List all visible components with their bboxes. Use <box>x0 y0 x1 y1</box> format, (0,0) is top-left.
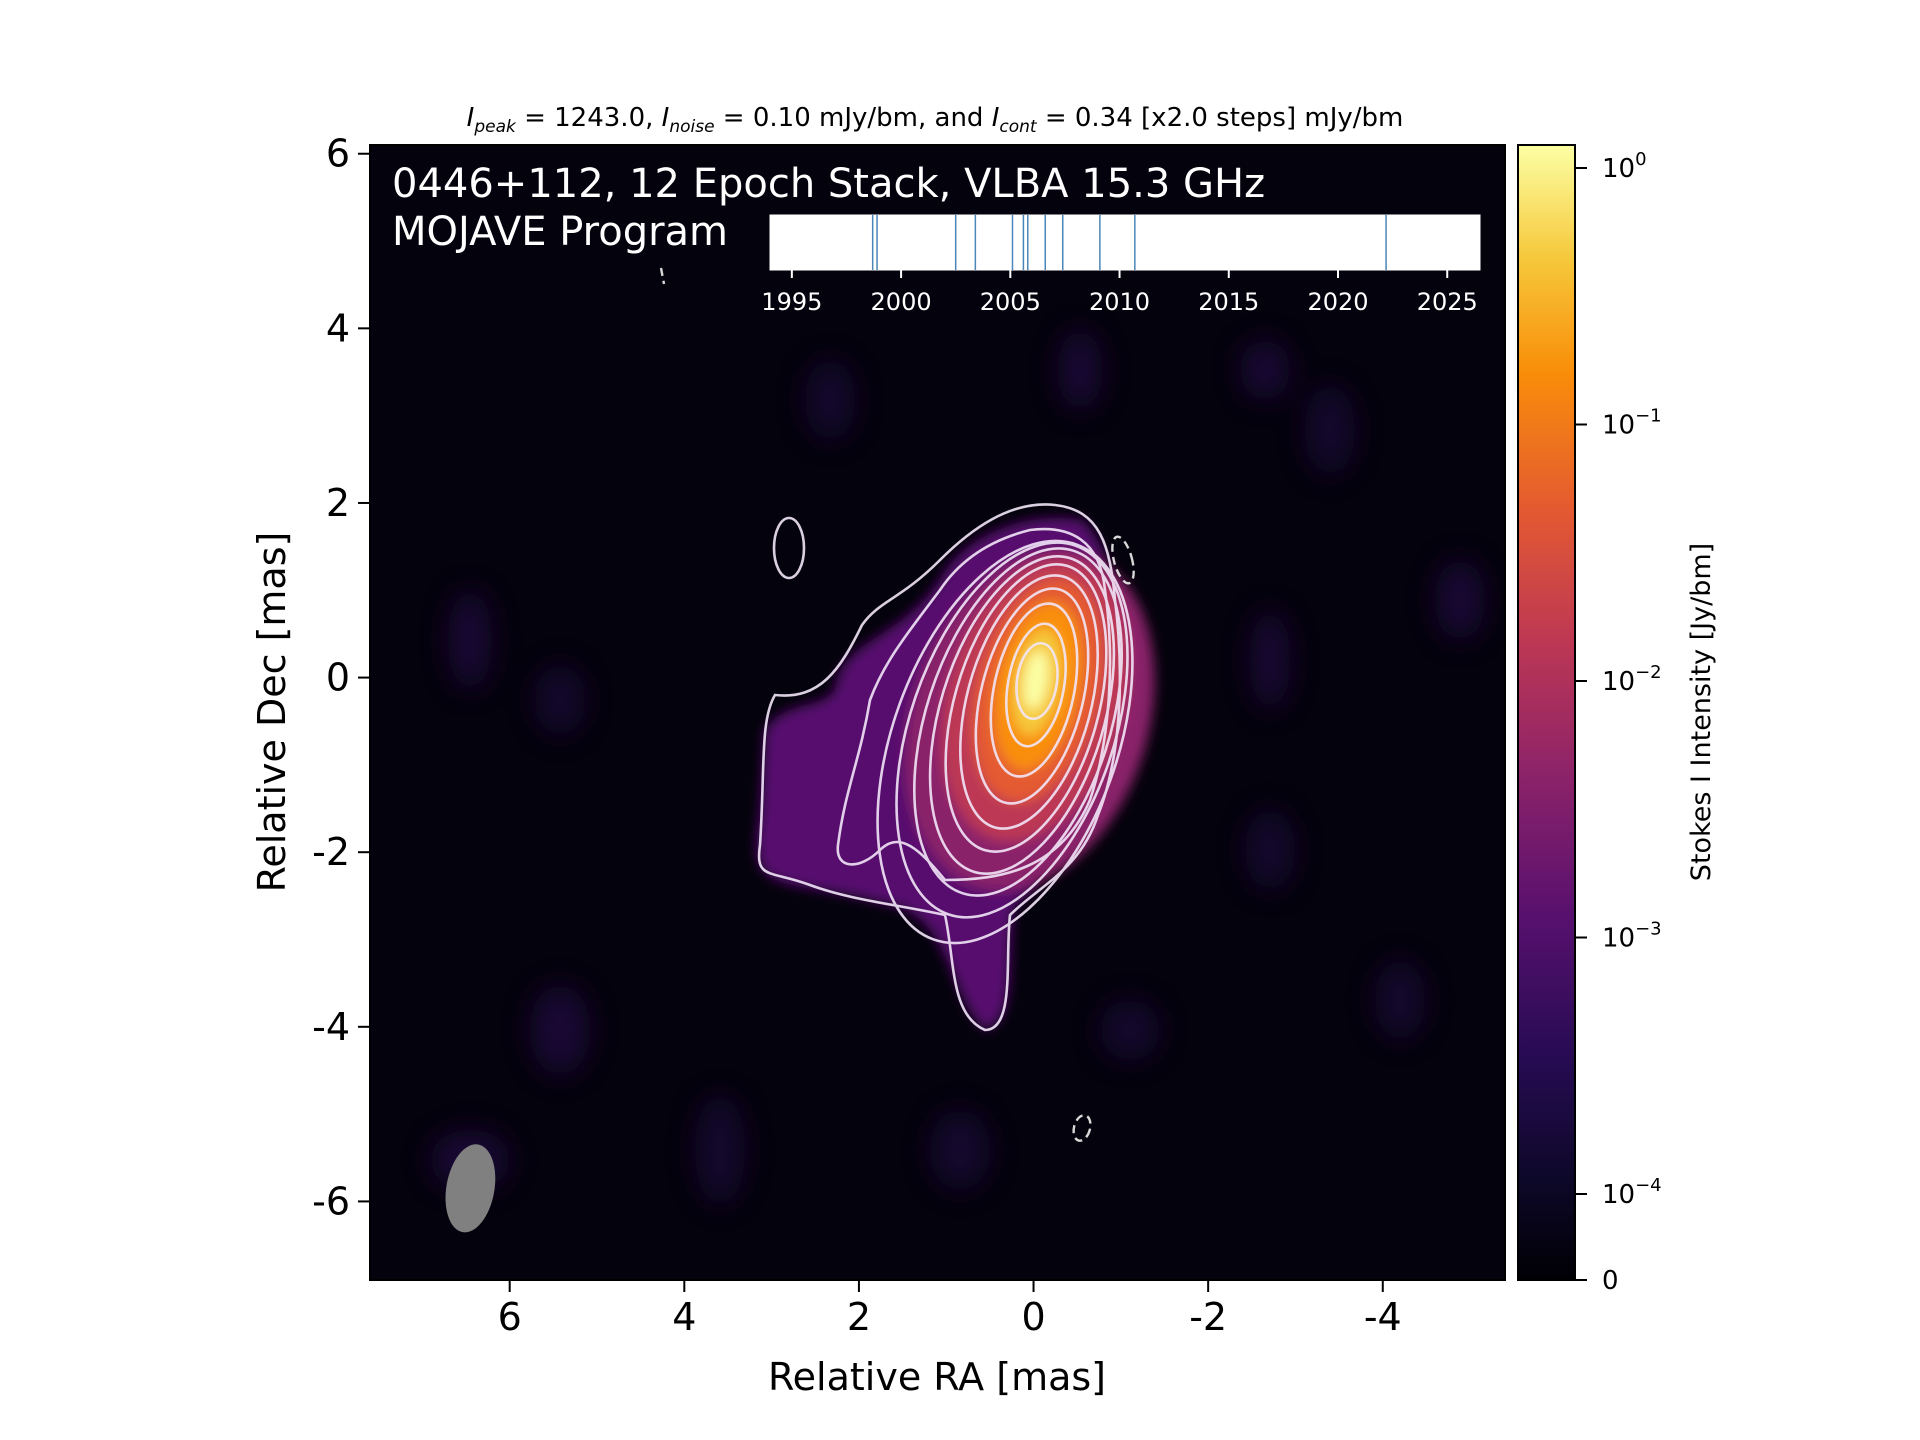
epoch-lines <box>871 215 1387 270</box>
contour-level-5 <box>913 547 1123 897</box>
y-tick-label: 6 <box>326 132 350 176</box>
contour-level-8 <box>959 574 1099 830</box>
contour-island <box>772 516 806 580</box>
contour-level-3 <box>876 539 1134 945</box>
colorbar-label: Stokes I Intensity [Jy/bm] <box>1686 543 1717 881</box>
intensity-contours <box>757 503 1134 1032</box>
epoch-timeline-frame <box>769 214 1481 271</box>
colorbar-zero-label: 0 <box>1602 1266 1619 1296</box>
epoch-tick-label: 2010 <box>1089 288 1150 316</box>
y-tick-label: 2 <box>326 481 350 525</box>
epoch-timeline: 1995 2000 2005 2010 2015 2020 2025 <box>761 214 1481 316</box>
x-tick-label: 4 <box>672 1295 696 1339</box>
colorbar-tick-label: 100 <box>1602 149 1647 184</box>
colorbar-gradient <box>1517 144 1576 1281</box>
source-label: 0446+112, 12 Epoch Stack, VLBA 15.3 GHz <box>392 161 1265 207</box>
y-axis-label: Relative Dec [mas] <box>250 532 294 893</box>
x-tick-label: 2 <box>847 1295 871 1339</box>
beam-ellipse <box>445 1144 496 1233</box>
chart-title: Ipeak = 1243.0, Inoise = 0.10 mJy/bm, an… <box>467 103 1404 137</box>
negative-contours <box>659 267 1135 1142</box>
y-tick-label: 4 <box>326 306 350 350</box>
y-tick-label: -6 <box>312 1179 350 1223</box>
image-plot: 0446+112, 12 Epoch Stack, VLBA 15.3 GHz … <box>250 132 1506 1399</box>
x-tick-label: 6 <box>498 1295 522 1339</box>
colorbar-tick-label: 10−1 <box>1602 406 1662 441</box>
contour-level-7 <box>944 563 1108 853</box>
contour-level-12 <box>1015 641 1059 721</box>
contour-level-6 <box>928 555 1116 875</box>
epoch-tick-label: 2000 <box>871 288 932 316</box>
epoch-ticks: 1995 2000 2005 2010 2015 2020 2025 <box>761 270 1478 316</box>
x-tick-label: -2 <box>1189 1295 1227 1339</box>
contour-lowest <box>757 503 1122 1032</box>
x-tick-label: -4 <box>1364 1295 1402 1339</box>
colorbar-tick-label: 10−3 <box>1602 919 1662 954</box>
program-label: MOJAVE Program <box>392 209 728 255</box>
plot-frame <box>369 144 1506 1281</box>
contour-level-11 <box>1005 622 1067 748</box>
contour-level-10 <box>989 602 1079 778</box>
y-axis-ticks: 6 4 2 0 -2 -4 -6 <box>312 132 370 1223</box>
colorbar: 100 10−1 10−2 10−3 10−4 0 Stokes I Intensity… <box>1517 144 1717 1296</box>
epoch-tick-label: 2025 <box>1417 288 1478 316</box>
epoch-tick-label: 2020 <box>1307 288 1368 316</box>
y-tick-label: -4 <box>312 1005 350 1049</box>
y-tick-label: 0 <box>326 656 350 700</box>
y-tick-label: -2 <box>312 830 350 874</box>
noise-emission <box>430 330 1485 1205</box>
contour-level-9 <box>974 587 1090 805</box>
contour-level-2 <box>836 527 1112 882</box>
x-axis-label: Relative RA [mas] <box>768 1355 1106 1399</box>
x-tick-label: 0 <box>1021 1295 1045 1339</box>
colorbar-tick-label: 10−4 <box>1602 1175 1662 1210</box>
epoch-tick-label: 2015 <box>1198 288 1259 316</box>
x-axis-ticks: 6 4 2 0 -2 -4 <box>498 1280 1402 1339</box>
contour-level-4 <box>895 541 1129 919</box>
colorbar-ticks: 100 10−1 10−2 10−3 10−4 <box>1575 149 1662 1210</box>
colorbar-tick-label: 10−2 <box>1602 662 1662 697</box>
epoch-tick-label: 2005 <box>980 288 1041 316</box>
epoch-tick-label: 1995 <box>761 288 822 316</box>
